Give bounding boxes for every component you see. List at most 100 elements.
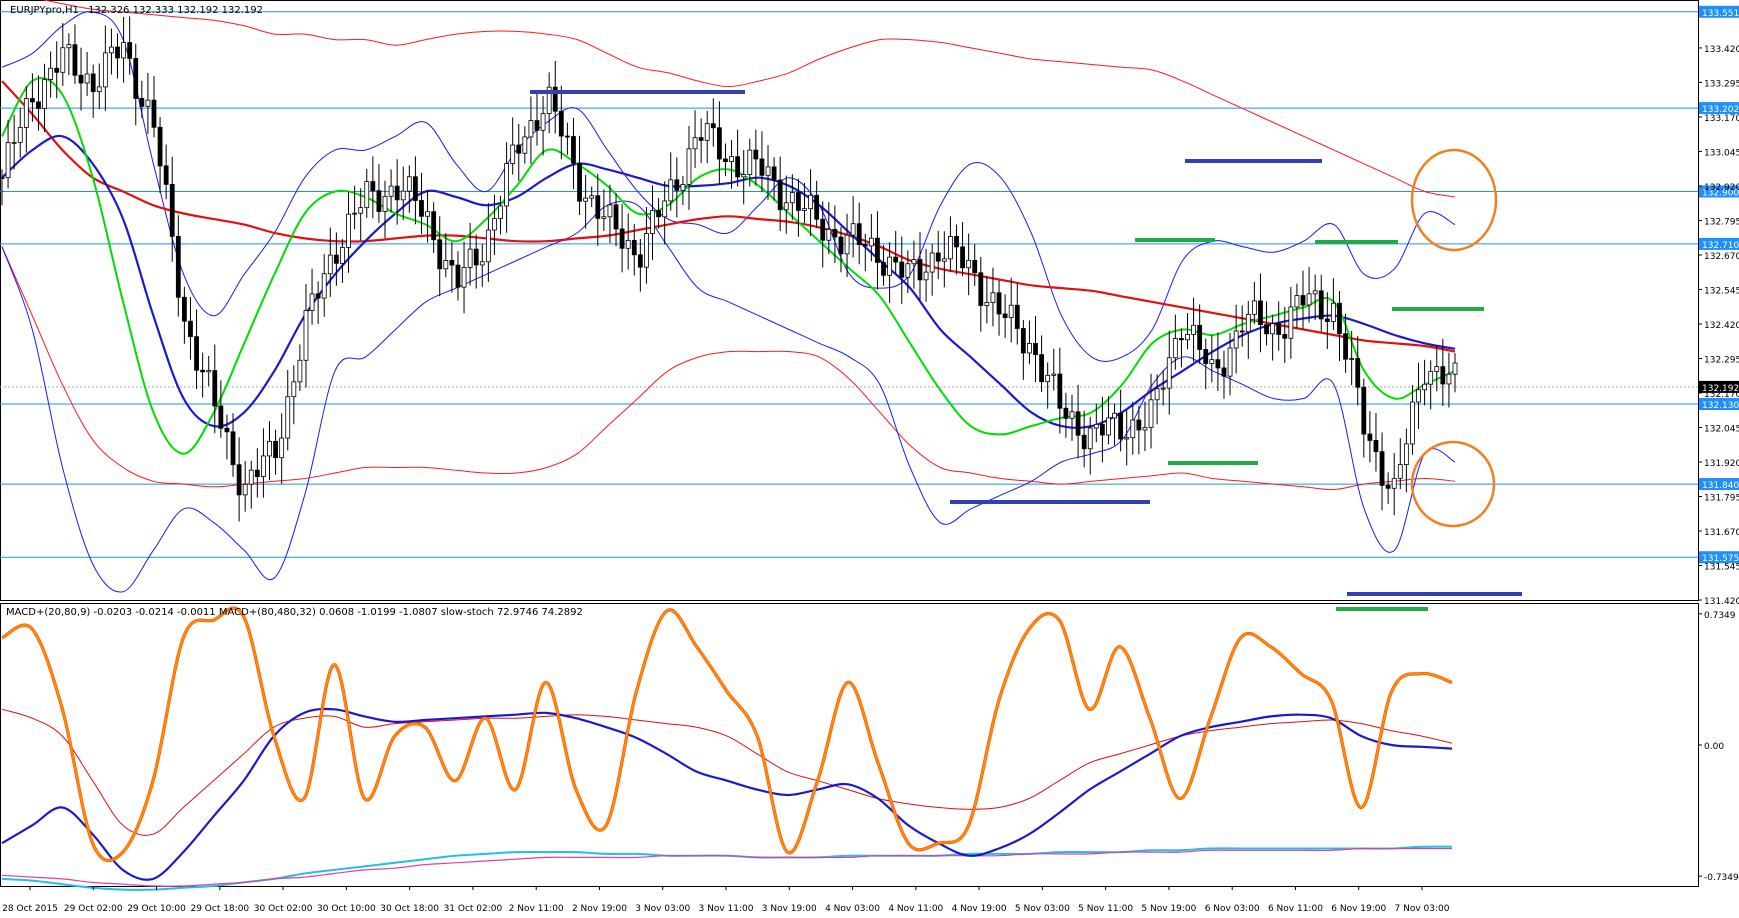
- candle-body: [1367, 433, 1373, 441]
- candle-body: [327, 254, 333, 275]
- candle-body: [321, 273, 327, 299]
- candle-body: [206, 370, 212, 373]
- candle-body: [115, 46, 120, 59]
- target-circle-upper: [1410, 148, 1498, 252]
- candle-body: [181, 296, 187, 322]
- candle-body: [1428, 370, 1434, 385]
- candle-body: [1258, 300, 1263, 326]
- candle-body: [1312, 290, 1318, 295]
- y-tick-label: 131.420: [1704, 597, 1739, 607]
- candle-body: [145, 99, 151, 107]
- candle-body: [425, 211, 430, 217]
- level-tag: [1699, 102, 1739, 115]
- candle-body: [583, 197, 589, 202]
- candle-body: [382, 195, 388, 212]
- candle-body: [1197, 324, 1203, 350]
- candle-body: [1142, 427, 1148, 431]
- candle-body: [1452, 362, 1458, 375]
- candle-body: [0, 177, 5, 180]
- candle-body: [826, 228, 832, 241]
- sub-tick-label: -0.7349: [1704, 873, 1739, 883]
- x-tick-label: 28 Oct 2015: [2, 904, 58, 914]
- candle-body: [5, 142, 11, 179]
- candle-body: [990, 292, 996, 303]
- x-tick-label: 5 Nov 03:00: [1015, 904, 1070, 914]
- candle-body: [996, 292, 1002, 315]
- candle-body: [1136, 419, 1142, 431]
- candle-body: [716, 127, 722, 160]
- candle-body: [236, 464, 242, 496]
- candle-body: [333, 254, 339, 264]
- x-tick-label: 29 Oct 02:00: [64, 904, 123, 914]
- candle-body: [394, 185, 400, 201]
- candle-body: [546, 86, 552, 114]
- candle-body: [668, 179, 674, 202]
- y-tick-label: 131.795: [1704, 493, 1739, 503]
- candle-body: [492, 218, 497, 231]
- signal-slow-line: [1, 847, 1452, 887]
- candle-body: [1300, 295, 1306, 306]
- candle-body: [850, 223, 856, 236]
- candle-body: [601, 216, 607, 219]
- candle-body: [285, 396, 291, 439]
- candle-body: [127, 42, 133, 59]
- candle-body: [893, 256, 899, 263]
- candle-body: [1403, 443, 1409, 465]
- candle-body: [1276, 323, 1282, 335]
- candle-body: [528, 120, 534, 138]
- candle-body: [200, 369, 206, 373]
- candle-body: [1039, 354, 1044, 383]
- candle-body: [1154, 388, 1160, 401]
- candle-body: [1172, 338, 1178, 359]
- x-tick-label: 7 Nov 03:00: [1395, 904, 1450, 914]
- candle-body: [814, 194, 820, 220]
- candle-body: [1166, 357, 1172, 389]
- level-tag: [1699, 398, 1739, 411]
- candle-body: [1233, 330, 1239, 349]
- level-tag-label: 132.710: [1702, 241, 1739, 251]
- candle-body: [1282, 334, 1288, 339]
- candle-body: [467, 248, 473, 268]
- candle-body: [710, 123, 716, 129]
- current-price-tag: [1699, 380, 1739, 393]
- candle-body: [1318, 290, 1324, 320]
- candle-body: [680, 183, 686, 191]
- y-tick-label: 132.420: [1704, 321, 1739, 331]
- y-tick-label: 131.670: [1704, 528, 1739, 538]
- candle-body: [777, 179, 783, 211]
- candle-body: [1124, 437, 1130, 440]
- x-tick-label: 6 Nov 03:00: [1205, 904, 1260, 914]
- candle-body: [1118, 412, 1124, 440]
- candle-body: [1385, 484, 1391, 489]
- axes: 133.551 133.202 132.900 132.710 132.130 131.8…: [2, 5, 1739, 914]
- candle-body: [741, 174, 747, 178]
- candle-body: [619, 228, 625, 249]
- candle-body: [1081, 434, 1087, 450]
- candle-body: [1112, 412, 1117, 419]
- candle-body: [291, 381, 297, 398]
- candle-body: [735, 156, 741, 178]
- x-tick-label: 2 Nov 11:00: [509, 904, 564, 914]
- candle-body: [1075, 411, 1081, 436]
- candles: [0, 16, 1458, 522]
- candle-body: [656, 210, 661, 218]
- candle-body: [1179, 338, 1184, 341]
- macd-fast-line: [1, 707, 1453, 881]
- candle-body: [273, 440, 278, 459]
- sub-tick-label: 0.00: [1704, 742, 1724, 752]
- x-tick-label: 3 Nov 19:00: [762, 904, 817, 914]
- candle-body: [1185, 334, 1190, 341]
- candle-body: [169, 184, 175, 237]
- candle-body: [723, 158, 728, 162]
- candle-body: [188, 320, 193, 338]
- candle-body: [431, 211, 437, 241]
- candle-body: [844, 234, 850, 255]
- slow-stoch-line: [1, 607, 1453, 862]
- candle-body: [212, 370, 218, 407]
- candle-body: [1227, 347, 1233, 377]
- level-tag: [1699, 551, 1739, 564]
- candle-body: [358, 207, 364, 214]
- candle-body: [346, 213, 351, 248]
- candle-body: [194, 336, 199, 371]
